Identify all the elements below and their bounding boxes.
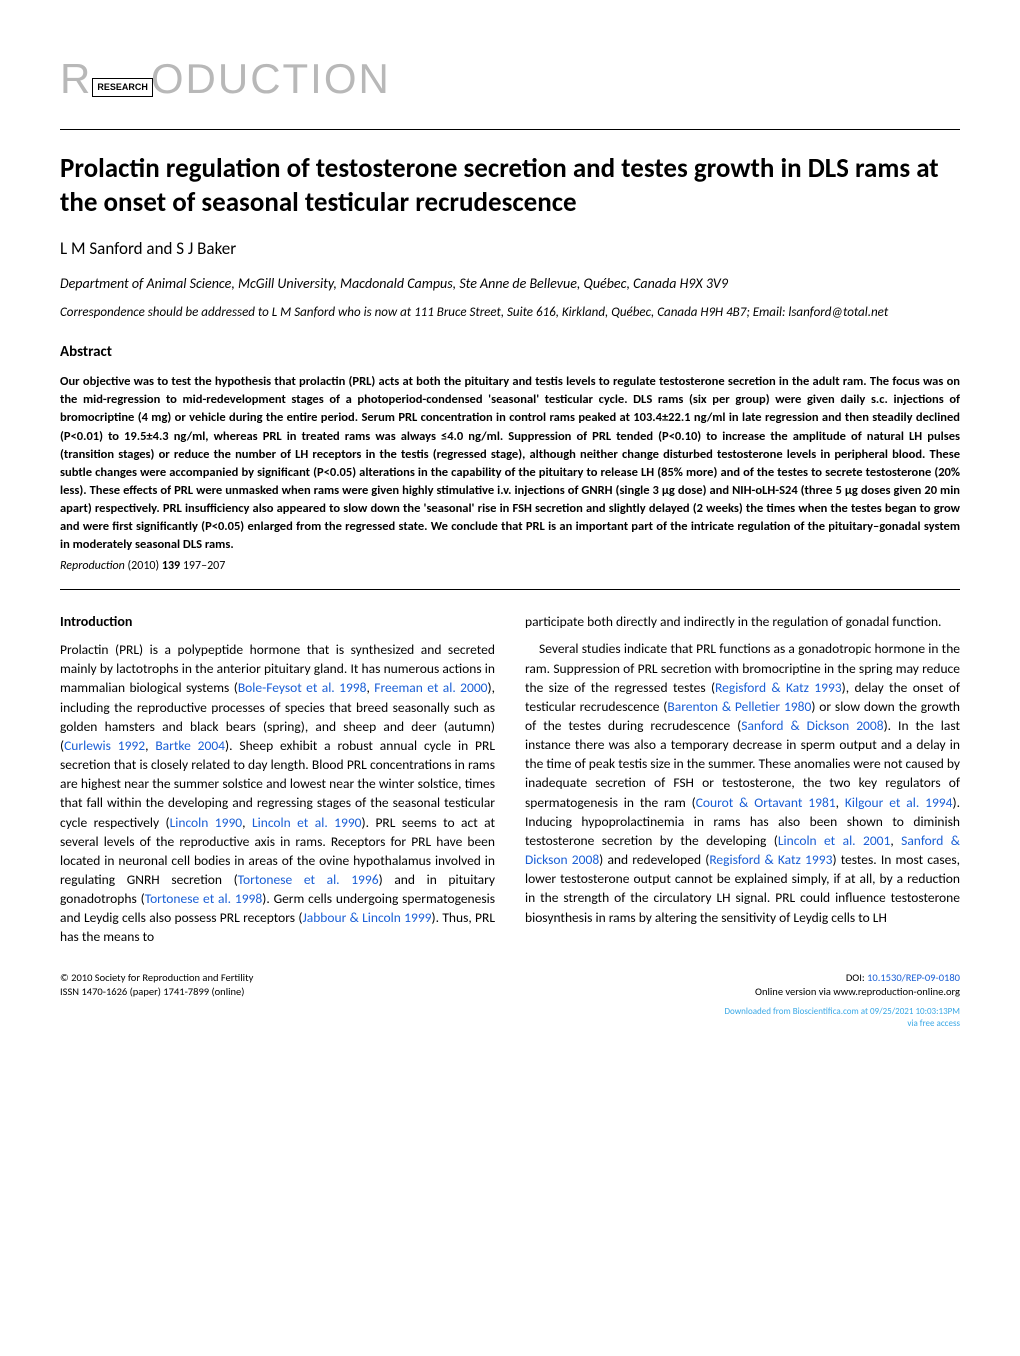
reference-link[interactable]: Jabbour & Lincoln 1999 <box>302 909 431 926</box>
watermark-line2: via free access <box>60 1018 960 1030</box>
watermark-line1: Downloaded from Bioscientifica.com at 09… <box>60 1006 960 1018</box>
reference-link[interactable]: Regisford & Katz 1993 <box>709 851 832 868</box>
journal-logo: RRESEARCHODUCTION <box>60 50 960 109</box>
reference-link[interactable]: Tortonese et al. 1998 <box>145 890 263 907</box>
reference-link[interactable]: Curlewis 1992 <box>64 737 145 754</box>
reference-link[interactable]: Courot & Ortavant 1981 <box>696 794 836 811</box>
reference-link[interactable]: Lincoln et al. 2001 <box>778 832 891 849</box>
footer-right: DOI: 10.1530/REP-09-0180 Online version … <box>755 971 960 1000</box>
abstract-body: Our objective was to test the hypothesis… <box>60 373 960 554</box>
affiliation: Department of Animal Science, McGill Uni… <box>60 275 960 293</box>
footer-left: © 2010 Society for Reproduction and Fert… <box>60 971 253 1000</box>
column-left: Introduction Prolactin (PRL) is a polype… <box>60 612 495 946</box>
divider-mid <box>60 589 960 590</box>
reference-link[interactable]: Sanford & Dickson 2008 <box>741 717 883 734</box>
page-footer: © 2010 Society for Reproduction and Fert… <box>60 971 960 1000</box>
download-watermark: Downloaded from Bioscientifica.com at 09… <box>60 1006 960 1029</box>
reference-link[interactable]: Freeman et al. 2000 <box>374 679 487 696</box>
intro-paragraph-1: Prolactin (PRL) is a polypeptide hormone… <box>60 640 495 947</box>
body-columns: Introduction Prolactin (PRL) is a polype… <box>60 612 960 946</box>
intro-paragraph-3: Several studies indicate that PRL functi… <box>525 639 960 926</box>
divider-top <box>60 129 960 130</box>
issn: ISSN 1470-1626 (paper) 1741-7899 (online… <box>60 985 253 1000</box>
reference-link[interactable]: Bartke 2004 <box>155 737 225 754</box>
citation-line: Reproduction (2010) 139 197–207 <box>60 558 960 575</box>
abstract-heading: Abstract <box>60 342 960 363</box>
reference-link[interactable]: Lincoln et al. 1990 <box>252 814 362 831</box>
doi-line: DOI: 10.1530/REP-09-0180 <box>755 971 960 986</box>
citation-volume: 139 <box>162 559 180 573</box>
logo-prefix: R <box>60 55 92 102</box>
copyright: © 2010 Society for Reproduction and Fert… <box>60 971 253 986</box>
logo-suffix: ODUCTION <box>151 55 391 102</box>
online-version: Online version via www.reproduction-onli… <box>755 985 960 1000</box>
reference-link[interactable]: Kilgour et al. 1994 <box>845 794 953 811</box>
reference-link[interactable]: Bole-Feysot et al. 1998 <box>238 679 367 696</box>
citation-pages: 197–207 <box>183 559 225 573</box>
intro-paragraph-2: participate both directly and indirectly… <box>525 612 960 631</box>
article-title: Prolactin regulation of testosterone sec… <box>60 152 960 220</box>
authors: L M Sanford and S J Baker <box>60 237 960 261</box>
reference-link[interactable]: Regisford & Katz 1993 <box>715 679 842 696</box>
correspondence: Correspondence should be addressed to L … <box>60 305 960 322</box>
reference-link[interactable]: Barenton & Pelletier 1980 <box>667 698 811 715</box>
intro-heading: Introduction <box>60 612 495 632</box>
research-label: RESEARCH <box>92 78 153 97</box>
column-right: participate both directly and indirectly… <box>525 612 960 946</box>
citation-journal: Reproduction <box>60 559 125 573</box>
citation-year: (2010) <box>128 559 160 573</box>
reference-link[interactable]: Tortonese et al. 1996 <box>238 871 379 888</box>
reference-link[interactable]: Lincoln 1990 <box>170 814 243 831</box>
doi-link[interactable]: 10.1530/REP-09-0180 <box>867 971 960 984</box>
